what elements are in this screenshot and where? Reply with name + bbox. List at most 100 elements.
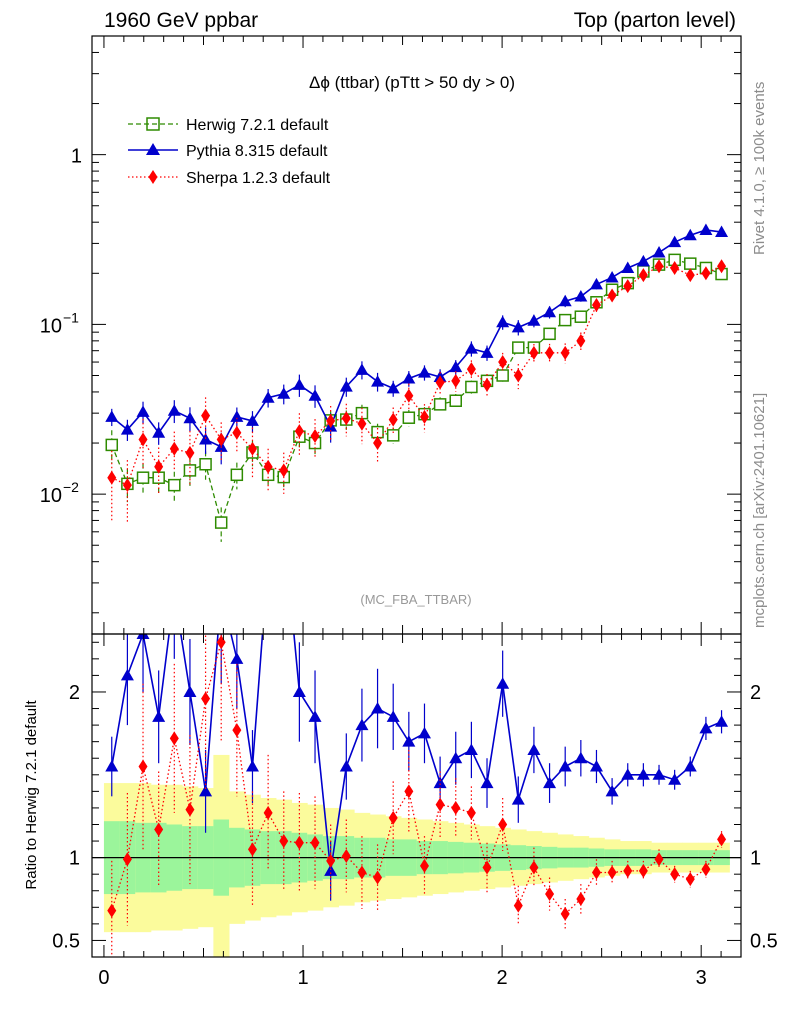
main-point-pythia: [621, 261, 635, 273]
main-point-pythia: [527, 314, 541, 326]
main-point-pythia: [152, 426, 166, 438]
main-point-pythia: [605, 270, 619, 283]
ratio-point-sherpa: [107, 903, 117, 918]
main-point-sherpa: [482, 377, 492, 392]
ratio-point-pythia: [449, 751, 463, 764]
ratio-point-sherpa: [498, 817, 508, 832]
ratio-point-sherpa: [638, 863, 648, 878]
legend-label-pythia: Pythia 8.315 default: [186, 143, 328, 160]
main-point-sherpa: [201, 408, 211, 423]
main-point-sherpa: [670, 260, 680, 275]
ratio-point-pythia: [120, 668, 134, 681]
y-tick-label: 10: [40, 485, 62, 507]
ratio-point-pythia: [496, 677, 510, 689]
header-energy-label: 1960 GeV ppbar: [104, 9, 258, 32]
legend-entry-herwig: Herwig 7.2.1 default: [128, 117, 329, 134]
main-point-pythia: [652, 246, 666, 258]
main-point-pythia: [136, 405, 150, 417]
main-point-sherpa: [294, 424, 304, 439]
ratio-point-sherpa: [373, 870, 383, 885]
ratio-point-sherpa: [717, 832, 727, 847]
main-point-sherpa: [560, 345, 570, 360]
main-point-sherpa: [122, 478, 132, 493]
ratio-point-pythia: [699, 721, 713, 734]
header-process-label: Top (parton level): [574, 9, 736, 32]
main-point-herwig: [386, 429, 400, 442]
ratio-y-tick-label-right: 1: [750, 848, 761, 870]
main-point-pythia: [668, 235, 682, 248]
ratio-ylabel: Ratio to Herwig 7.2.1 default: [23, 700, 40, 890]
main-point-pythia: [371, 375, 385, 387]
x-tick-label: 2: [497, 967, 508, 989]
ratio-point-sherpa: [154, 822, 164, 837]
ratio-panel-series: [105, 520, 729, 957]
main-point-sherpa: [326, 413, 336, 428]
ratio-point-sherpa: [357, 865, 367, 880]
y-tick-label-exponent: −1: [63, 309, 79, 325]
main-point-pythia: [308, 389, 322, 401]
x-tick-label: 1: [297, 967, 308, 989]
legend-entry-sherpa: Sherpa 1.2.3 default: [128, 170, 331, 187]
main-point-sherpa: [685, 268, 695, 283]
main-point-herwig: [465, 380, 478, 394]
ratio-point-sherpa: [169, 731, 179, 746]
ratio-point-sherpa: [341, 848, 351, 863]
ratio-point-pythia: [245, 760, 259, 772]
main-point-sherpa: [138, 432, 148, 447]
main-point-sherpa: [591, 298, 601, 313]
ratio-series-sherpa: [107, 634, 727, 957]
main-point-pythia: [292, 378, 306, 390]
main-point-sherpa: [701, 266, 711, 281]
ratio-point-pythia: [433, 776, 447, 789]
ratio-point-sherpa: [607, 865, 617, 880]
ratio-point-pythia: [199, 784, 213, 797]
main-point-sherpa: [419, 409, 429, 424]
legend-label-herwig: Herwig 7.2.1 default: [186, 117, 329, 134]
ratio-point-sherpa: [529, 860, 539, 875]
main-point-sherpa: [576, 333, 586, 348]
analysis-label: (MC_FBA_TTBAR): [360, 592, 471, 607]
main-point-pythia: [386, 381, 400, 394]
main-point-pythia: [511, 320, 525, 333]
ratio-point-pythia: [152, 710, 166, 722]
main-point-sherpa: [545, 345, 555, 360]
ratio-point-pythia: [136, 634, 150, 639]
main-line-pythia: [111, 229, 722, 448]
ratio-point-sherpa: [654, 852, 664, 867]
main-point-herwig: [449, 394, 462, 407]
main-point-pythia: [245, 414, 259, 426]
main-point-pythia: [449, 360, 463, 373]
legend-label-sherpa: Sherpa 1.2.3 default: [186, 170, 331, 187]
main-point-sherpa: [717, 259, 727, 274]
ratio-point-pythia: [215, 586, 228, 598]
ratio-point-sherpa: [122, 852, 132, 867]
ratio-point-sherpa: [482, 860, 492, 875]
ratio-point-pythia: [324, 864, 338, 876]
ratio-point-sherpa: [185, 802, 195, 817]
ratio-point-pythia: [668, 773, 682, 785]
ratio-y-tick-label: 0.5: [52, 930, 80, 952]
main-point-herwig: [496, 369, 509, 382]
main-point-pythia: [105, 410, 119, 422]
main-point-herwig: [183, 464, 197, 477]
ratio-point-pythia: [262, 553, 275, 565]
main-point-herwig: [543, 327, 556, 341]
ratio-point-sherpa: [435, 797, 445, 812]
mcplots-reference-label: mcplots.cern.ch [arXiv:2401.10621]: [751, 393, 768, 628]
ratio-point-pythia: [715, 715, 729, 727]
ratio-point-sherpa: [576, 892, 586, 907]
main-point-sherpa: [310, 429, 320, 444]
main-point-sherpa: [513, 368, 523, 383]
main-point-sherpa: [279, 463, 289, 478]
ratio-point-sherpa: [670, 867, 680, 882]
ratio-point-sherpa: [591, 865, 601, 880]
ratio-point-sherpa: [560, 906, 570, 921]
ratio-point-pythia: [277, 520, 290, 532]
ratio-point-sherpa: [685, 872, 695, 887]
main-point-sherpa: [107, 470, 117, 485]
ratio-point-pythia: [480, 776, 494, 789]
ratio-y-tick-label: 1: [69, 848, 80, 870]
main-point-sherpa: [247, 441, 257, 456]
ratio-point-pythia: [339, 760, 353, 772]
ratio-point-pythia: [558, 760, 572, 772]
